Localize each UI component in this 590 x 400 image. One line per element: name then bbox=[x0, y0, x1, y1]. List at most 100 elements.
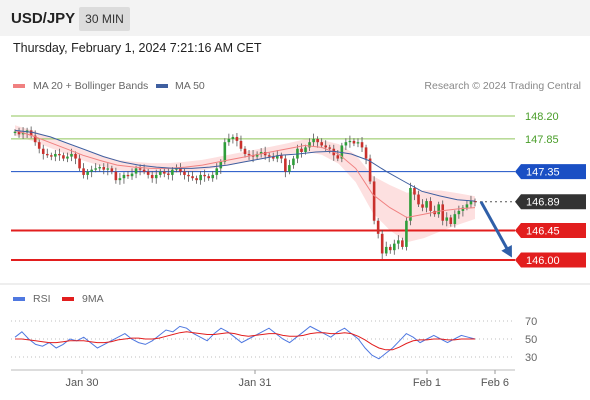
candle-body bbox=[461, 207, 465, 211]
candle-body bbox=[199, 174, 202, 181]
candle-body bbox=[288, 165, 291, 172]
candle-body bbox=[235, 136, 239, 141]
candle bbox=[54, 150, 57, 162]
candle-body bbox=[364, 147, 368, 159]
forecast-arrowhead-icon bbox=[501, 244, 512, 258]
candle bbox=[259, 148, 263, 158]
candle bbox=[239, 135, 243, 152]
candle bbox=[292, 155, 295, 169]
candle bbox=[231, 134, 235, 144]
candle-body bbox=[324, 145, 328, 148]
candle bbox=[90, 165, 93, 178]
timestamp: Thursday, February 1, 2024 7:21:16 AM CE… bbox=[13, 41, 262, 55]
level-label-text: 147.85 bbox=[525, 134, 559, 146]
candle-body bbox=[98, 167, 102, 169]
candle-body bbox=[437, 204, 440, 215]
candle-body bbox=[368, 158, 372, 182]
candle bbox=[62, 152, 65, 162]
candle-body bbox=[457, 210, 461, 215]
legend-rsi-ma-label: 9MA bbox=[82, 293, 104, 305]
rsi-level-label: 30 bbox=[525, 352, 537, 364]
candle-body bbox=[263, 152, 267, 156]
legend-rsi: RSI bbox=[13, 293, 51, 305]
candle bbox=[320, 138, 323, 149]
candle-body bbox=[392, 243, 396, 251]
candle-body bbox=[259, 152, 263, 154]
candle-body bbox=[401, 240, 404, 247]
candle-body bbox=[195, 178, 198, 181]
candle-body bbox=[134, 168, 138, 174]
candle bbox=[421, 199, 424, 212]
candle bbox=[195, 175, 198, 184]
candle-body bbox=[66, 156, 69, 159]
candle-body bbox=[449, 217, 453, 224]
candle-body bbox=[425, 201, 428, 208]
candle-body bbox=[429, 201, 432, 211]
candle bbox=[110, 165, 114, 175]
x-tick-label: Jan 31 bbox=[238, 377, 271, 389]
candle-body bbox=[360, 142, 364, 148]
candle bbox=[102, 163, 106, 175]
candle-body bbox=[118, 178, 122, 181]
candle bbox=[150, 170, 154, 183]
ma20-swatch-icon bbox=[13, 84, 25, 88]
candle-body bbox=[271, 156, 275, 159]
candle-body bbox=[376, 220, 380, 234]
candle bbox=[58, 148, 61, 161]
candle-body bbox=[417, 194, 420, 205]
candle bbox=[199, 170, 202, 185]
candle bbox=[441, 200, 445, 226]
candle-body bbox=[207, 176, 210, 179]
candle bbox=[162, 167, 166, 178]
candle-body bbox=[441, 204, 445, 221]
candle-body bbox=[114, 171, 118, 181]
candle-body bbox=[150, 174, 154, 179]
candle bbox=[380, 229, 384, 260]
candle-body bbox=[58, 153, 61, 156]
candle-body bbox=[356, 142, 360, 144]
candle bbox=[66, 152, 69, 163]
candle-body bbox=[45, 153, 49, 156]
candle bbox=[308, 138, 311, 152]
candle-body bbox=[70, 153, 73, 157]
legend-ma20-label: MA 20 + Bollinger Bands bbox=[33, 80, 149, 92]
candle-body bbox=[336, 155, 340, 159]
candle-body bbox=[348, 140, 352, 143]
rsi-level-label: 70 bbox=[525, 316, 537, 328]
candle-body bbox=[380, 233, 384, 254]
timeframe-button[interactable]: 30 MIN bbox=[79, 7, 130, 31]
level-label-148-20: 148.20 bbox=[525, 111, 559, 123]
candle bbox=[372, 176, 376, 225]
candle-body bbox=[94, 168, 98, 170]
level-tag-bg bbox=[515, 194, 586, 210]
candle-body bbox=[388, 246, 392, 251]
candle-body bbox=[227, 138, 231, 143]
candle bbox=[413, 185, 416, 201]
candle-body bbox=[300, 148, 303, 152]
candle bbox=[37, 139, 41, 154]
candle-body bbox=[162, 171, 166, 174]
candle-body bbox=[126, 174, 130, 177]
level-tag-text: 146.00 bbox=[526, 255, 560, 267]
candle-body bbox=[37, 142, 41, 149]
candle bbox=[106, 163, 110, 176]
candle bbox=[364, 144, 368, 165]
level-label-146-89: 146.89 bbox=[515, 194, 586, 210]
candle-body bbox=[243, 148, 247, 154]
candle bbox=[316, 136, 319, 148]
level-label-146-45: 146.45 bbox=[515, 223, 586, 239]
candle bbox=[17, 127, 21, 138]
candle-body bbox=[203, 174, 206, 177]
candle bbox=[191, 170, 194, 181]
candle-body bbox=[86, 171, 89, 175]
candle-body bbox=[239, 140, 243, 149]
level-tag-text: 146.89 bbox=[526, 197, 560, 209]
legend-rsi-ma: 9MA bbox=[62, 293, 104, 305]
level-tag-bg bbox=[515, 223, 586, 239]
candle-body bbox=[191, 176, 194, 179]
candle bbox=[86, 169, 89, 180]
candle bbox=[255, 151, 259, 160]
candle-body bbox=[421, 204, 424, 208]
candle-body bbox=[138, 168, 142, 170]
